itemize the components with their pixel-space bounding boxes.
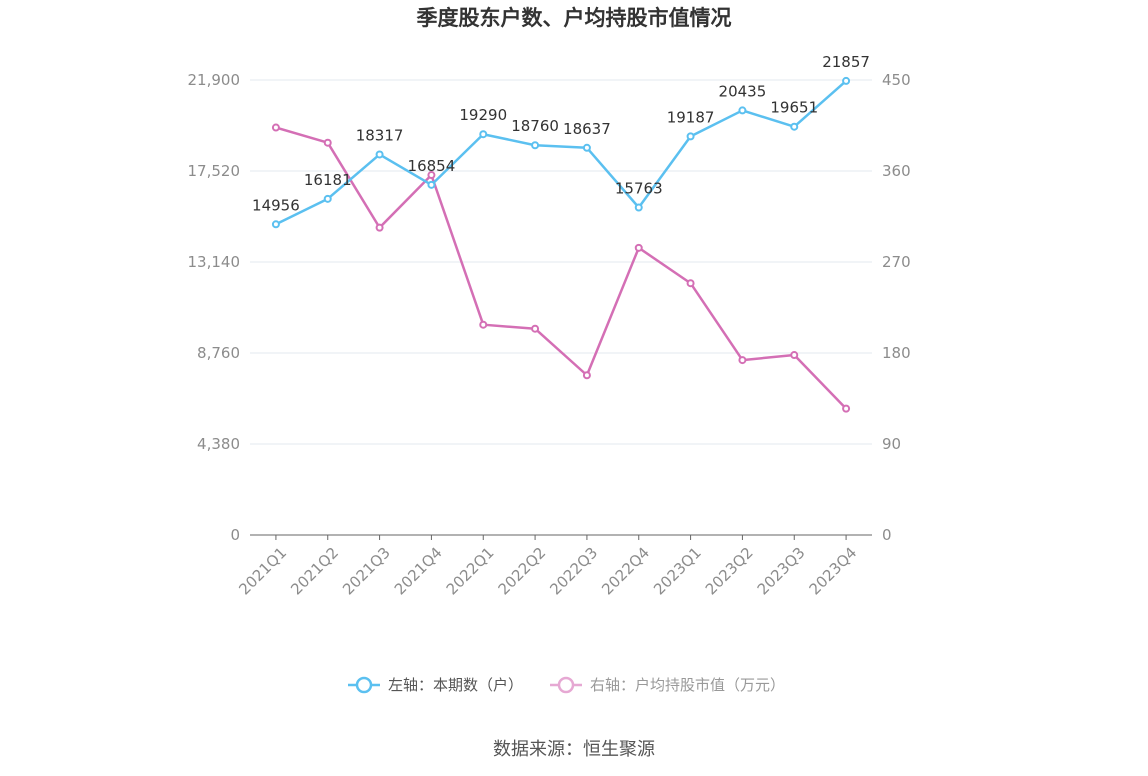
grid [250,79,872,445]
data-point[interactable] [271,123,280,132]
data-point[interactable] [427,180,436,189]
right-tick-label: 0 [882,526,892,544]
legend[interactable]: 左轴：本期数（户） 右轴：户均持股市值（万元） [348,676,785,694]
x-tick-label: 2023Q4 [806,544,861,599]
data-point[interactable] [738,106,747,115]
data-point[interactable] [790,122,799,131]
data-point[interactable] [582,143,591,152]
legend-label: 右轴：户均持股市值（万元） [590,676,785,694]
x-axis: 2021Q12021Q22021Q32021Q42022Q12022Q22022… [235,534,872,599]
series-2 [271,123,851,413]
data-point[interactable] [842,76,851,85]
data-point[interactable] [531,141,540,150]
data-point[interactable] [375,150,384,159]
data-point[interactable] [375,223,384,232]
data-point[interactable] [686,279,695,288]
left-tick-label: 4,380 [197,435,240,453]
data-point[interactable] [479,130,488,139]
x-tick-label: 2023Q3 [754,544,809,599]
data-label: 20435 [719,82,767,100]
data-point[interactable] [271,220,280,229]
left-tick-label: 8,760 [197,344,240,362]
x-tick-label: 2022Q1 [443,544,498,599]
right-tick-label: 270 [882,253,911,271]
left-tick-label: 0 [230,526,240,544]
x-tick-label: 2022Q4 [598,544,653,599]
data-point[interactable] [634,243,643,252]
x-tick-label: 2022Q3 [546,544,601,599]
right-tick-label: 360 [882,162,911,180]
legend-marker [355,676,373,694]
right-tick-label: 90 [882,435,901,453]
series-line [275,79,847,226]
left-tick-label: 13,140 [188,253,241,271]
data-label: 21857 [822,53,870,71]
data-point[interactable] [323,138,332,147]
source-note: 数据来源：恒生聚源 [493,739,655,760]
data-label: 16181 [304,171,352,189]
left-tick-label: 21,900 [188,71,241,89]
legend-item-1[interactable]: 左轴：本期数（户） [348,676,523,694]
x-tick-label: 2023Q1 [650,544,705,599]
chart-title: 季度股东户数、户均持股市值情况 [417,6,732,30]
data-point[interactable] [582,371,591,380]
left-axis: 0 4,380 8,760 13,140 17,520 21,900 [188,71,241,544]
data-label: 19651 [770,99,818,117]
series-1 [271,76,851,229]
right-tick-label: 450 [882,71,911,89]
data-point[interactable] [790,351,799,360]
data-label: 18760 [511,117,559,135]
data-point[interactable] [427,171,436,180]
data-label: 19187 [667,108,715,126]
legend-marker [557,676,575,694]
data-point[interactable] [323,194,332,203]
data-label: 18637 [563,120,611,138]
left-tick-label: 17,520 [188,162,241,180]
data-point[interactable] [634,203,643,212]
x-tick-label: 2021Q4 [391,544,446,599]
data-point[interactable] [842,404,851,413]
legend-label: 左轴：本期数（户） [388,676,523,694]
data-label: 16854 [408,157,456,175]
series-line [275,126,847,410]
data-point[interactable] [479,320,488,329]
right-axis: 0 90 180 270 360 450 [882,71,911,544]
data-label: 14956 [252,196,300,214]
data-label: 15763 [615,180,663,198]
data-label: 18317 [356,126,404,144]
data-label: 19290 [459,106,507,124]
right-tick-label: 180 [882,344,911,362]
x-tick-label: 2021Q1 [235,544,290,599]
x-tick-label: 2021Q2 [287,544,342,599]
data-point[interactable] [738,356,747,365]
x-tick-label: 2022Q2 [495,544,550,599]
x-tick-label: 2023Q2 [702,544,757,599]
legend-item-2[interactable]: 右轴：户均持股市值（万元） [550,676,785,694]
x-tick-label: 2021Q3 [339,544,394,599]
data-point[interactable] [686,132,695,141]
data-point[interactable] [531,324,540,333]
